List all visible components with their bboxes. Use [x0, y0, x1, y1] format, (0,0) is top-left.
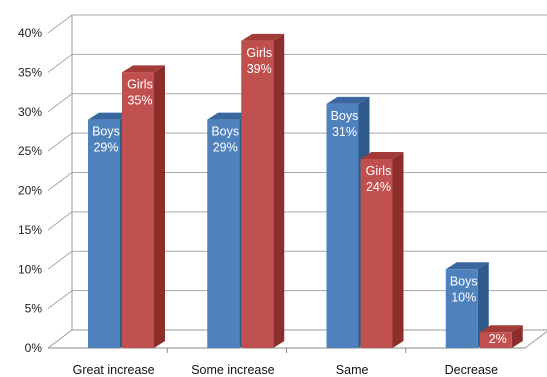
data-label-series: Girls: [246, 46, 272, 60]
bar-top: [241, 33, 285, 41]
bar-front: [88, 119, 120, 348]
bar-girls-1: [241, 33, 285, 348]
bar-side: [273, 33, 285, 348]
bar-front: [479, 332, 512, 348]
bar-top: [88, 112, 131, 120]
bar-front: [241, 40, 274, 348]
bar-front: [360, 159, 393, 348]
bar-girls-2: [360, 152, 404, 348]
data-label-series: Girls: [366, 164, 392, 178]
data-label-value: 24%: [366, 180, 391, 194]
data-label-value: 29%: [93, 141, 118, 155]
data-label-value: 10%: [451, 290, 476, 304]
bar-girls-0: [122, 65, 165, 348]
bar-top: [445, 262, 489, 270]
data-label-series: Boys: [450, 274, 478, 288]
y-tick-label: 20%: [18, 184, 42, 198]
bar-top: [360, 152, 404, 159]
data-label-series: Boys: [92, 125, 120, 139]
data-label-value: 31%: [332, 125, 357, 139]
bars: [88, 33, 523, 348]
y-tick-label: 35%: [18, 65, 42, 79]
bar-side: [477, 262, 489, 348]
y-tick-label: 40%: [18, 26, 42, 40]
data-labels: Boys 29% Girls 35% Boys 29% Girls 39% Boys 31% Gir…: [92, 46, 507, 346]
bar-front: [207, 119, 240, 348]
data-label-value: 35%: [127, 93, 152, 107]
bar-boys-3: [445, 262, 489, 348]
bar-top: [326, 96, 370, 104]
bar-front: [445, 269, 478, 348]
y-tick-label: 30%: [18, 105, 42, 119]
data-label-series: Boys: [211, 125, 239, 139]
bar-top: [207, 112, 251, 120]
data-label-series: Boys: [331, 109, 359, 123]
bar-side: [392, 152, 404, 348]
gridline: [47, 14, 547, 34]
data-label-value: 2%: [489, 332, 507, 346]
bar-top: [479, 325, 523, 333]
x-category-label: Some increase: [191, 363, 274, 377]
data-label-value: 39%: [247, 62, 272, 76]
bar-top: [122, 65, 165, 73]
gridline: [47, 53, 547, 73]
y-tick-label: 15%: [18, 223, 42, 237]
bar-side: [154, 65, 165, 348]
y-axis-ticks: 0% 5% 10% 15% 20% 25% 30% 35% 40%: [18, 26, 42, 355]
x-category-label: Great increase: [73, 363, 155, 377]
y-tick-label: 10%: [18, 262, 42, 276]
y-tick-label: 5%: [25, 302, 43, 316]
x-axis-categories: Great increase Some increase Same Decrease: [73, 348, 499, 377]
x-category-label: Decrease: [445, 363, 499, 377]
y-tick-label: 0%: [25, 341, 43, 355]
bar-front: [122, 72, 154, 348]
bar-front: [326, 103, 359, 348]
bar-girls-3: [479, 325, 523, 348]
y-tick-label: 25%: [18, 144, 42, 158]
x-category-label: Same: [336, 363, 369, 377]
data-label-value: 29%: [213, 141, 238, 155]
floor-right-edge: [524, 330, 547, 349]
data-label-series: Girls: [127, 77, 153, 91]
bar-side: [511, 325, 523, 348]
